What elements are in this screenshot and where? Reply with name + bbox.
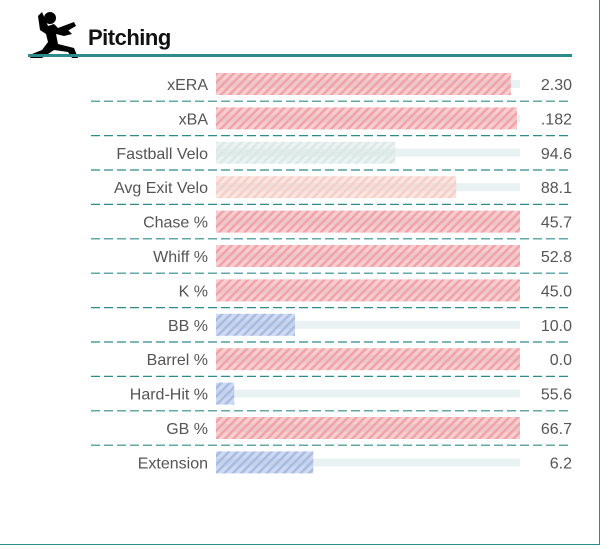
bar bbox=[216, 313, 296, 336]
row-label: Chase % bbox=[143, 215, 208, 232]
row-label: K % bbox=[179, 283, 208, 300]
row-value: 2.30 bbox=[541, 77, 572, 94]
row-value: 52.8 bbox=[541, 249, 572, 266]
row-value: .182 bbox=[541, 111, 572, 128]
row-label: xBA bbox=[179, 111, 209, 128]
chart-row: Barrel % 0.0 bbox=[91, 348, 572, 377]
bar bbox=[216, 176, 457, 199]
pitcher-icon bbox=[30, 12, 78, 58]
chart-frame bbox=[0, 0, 600, 545]
row-value: 55.6 bbox=[541, 387, 572, 404]
chart-row: GB % 66.7 bbox=[91, 417, 572, 446]
bar bbox=[216, 348, 520, 371]
row-value: 88.1 bbox=[541, 180, 572, 197]
chart-row: Hard-Hit % 55.6 bbox=[91, 382, 572, 412]
row-label: Fastball Velo bbox=[116, 146, 208, 163]
chart-row: Fastball Velo 94.6 bbox=[91, 141, 572, 171]
row-label: xERA bbox=[167, 77, 208, 94]
bar bbox=[216, 210, 520, 233]
row-value: 0.0 bbox=[550, 352, 572, 369]
chart-header: Pitching bbox=[28, 8, 572, 60]
header-divider bbox=[28, 54, 572, 57]
chart-row: Extension 6.2 bbox=[138, 451, 572, 474]
row-label: BB % bbox=[168, 318, 208, 335]
row-label: Avg Exit Velo bbox=[114, 180, 208, 197]
bar bbox=[216, 279, 520, 302]
row-value: 94.6 bbox=[541, 146, 572, 163]
chart-row: xBA .182 bbox=[91, 107, 572, 137]
row-label: Whiff % bbox=[153, 249, 208, 266]
row-value: 45.7 bbox=[541, 215, 572, 232]
chart-title: Pitching bbox=[88, 25, 171, 50]
bar-track bbox=[216, 320, 520, 329]
row-label: Barrel % bbox=[147, 352, 208, 369]
bar bbox=[216, 107, 517, 130]
bar bbox=[216, 141, 396, 164]
bar-track bbox=[216, 458, 520, 467]
chart-row: Whiff % 52.8 bbox=[91, 245, 572, 274]
row-value: 6.2 bbox=[550, 455, 572, 472]
chart-row: Chase % 45.7 bbox=[91, 210, 572, 240]
row-label: Extension bbox=[138, 455, 208, 472]
bar bbox=[216, 73, 511, 95]
chart-row: BB % 10.0 bbox=[91, 313, 572, 343]
bar bbox=[216, 451, 314, 474]
bar bbox=[216, 382, 235, 405]
row-value: 45.0 bbox=[541, 283, 572, 300]
row-label: Hard-Hit % bbox=[130, 387, 208, 404]
row-value: 66.7 bbox=[541, 421, 572, 438]
chart-row: Avg Exit Velo 88.1 bbox=[91, 176, 572, 205]
chart-row: K % 45.0 bbox=[91, 279, 572, 309]
row-label: GB % bbox=[166, 421, 208, 438]
chart-row: xERA 2.30 bbox=[91, 73, 572, 102]
bar bbox=[216, 417, 520, 439]
bar bbox=[216, 245, 520, 267]
row-value: 10.0 bbox=[541, 318, 572, 335]
bar-track bbox=[216, 389, 520, 398]
